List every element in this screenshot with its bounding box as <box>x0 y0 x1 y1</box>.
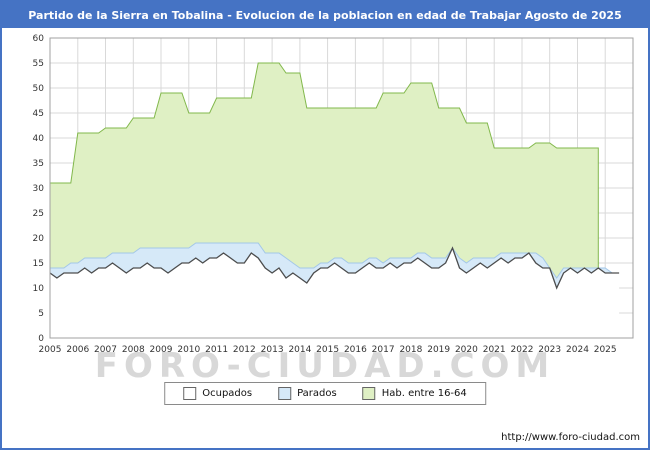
parados-swatch <box>278 387 292 400</box>
population-chart: 0 5 10 15 20 25 30 35 40 45 50 55 60 2005 2006 2007 2008… <box>4 32 648 372</box>
svg-text:45: 45 <box>33 109 44 119</box>
svg-text:2011: 2011 <box>205 345 228 355</box>
svg-text:2012: 2012 <box>233 345 256 355</box>
svg-text:2020: 2020 <box>455 345 478 355</box>
svg-text:2017: 2017 <box>372 345 395 355</box>
svg-text:2019: 2019 <box>427 345 450 355</box>
watermark-text: FORO-CIUDAD.COM <box>94 346 556 386</box>
svg-text:2016: 2016 <box>344 345 367 355</box>
ocupados-swatch <box>183 387 197 400</box>
chart-title: Partido de la Sierra en Tobalina - Evolu… <box>2 2 648 28</box>
svg-text:2023: 2023 <box>538 345 561 355</box>
svg-text:2025: 2025 <box>594 345 617 355</box>
legend-item-hab-16-64: Hab. entre 16-64 <box>362 387 467 400</box>
svg-text:60: 60 <box>33 34 45 44</box>
svg-text:2018: 2018 <box>399 345 422 355</box>
svg-text:55: 55 <box>33 59 44 69</box>
svg-text:2006: 2006 <box>66 345 89 355</box>
legend-item-parados: Parados <box>278 387 337 400</box>
chart-legend: Ocupados Parados Hab. entre 16-64 <box>164 382 486 405</box>
svg-text:15: 15 <box>33 259 44 269</box>
svg-text:20: 20 <box>33 234 45 244</box>
svg-text:25: 25 <box>33 209 44 219</box>
svg-text:2024: 2024 <box>566 345 589 355</box>
svg-text:0: 0 <box>38 334 44 344</box>
svg-text:2008: 2008 <box>122 345 145 355</box>
svg-text:2014: 2014 <box>288 345 311 355</box>
svg-text:35: 35 <box>33 159 44 169</box>
svg-text:2010: 2010 <box>177 345 200 355</box>
svg-text:2022: 2022 <box>511 345 534 355</box>
svg-text:2007: 2007 <box>94 345 117 355</box>
footer-url[interactable]: http://www.foro-ciudad.com <box>501 432 640 443</box>
svg-text:30: 30 <box>33 184 45 194</box>
svg-text:2013: 2013 <box>261 345 284 355</box>
svg-text:5: 5 <box>38 309 44 319</box>
hab-16-64-swatch <box>362 387 376 400</box>
svg-text:2021: 2021 <box>483 345 506 355</box>
legend-label-hab-16-64: Hab. entre 16-64 <box>381 388 467 399</box>
svg-text:40: 40 <box>33 134 45 144</box>
legend-item-ocupados: Ocupados <box>183 387 252 400</box>
legend-label-parados: Parados <box>297 388 337 399</box>
svg-text:2005: 2005 <box>39 345 62 355</box>
svg-text:10: 10 <box>33 284 45 294</box>
svg-text:2009: 2009 <box>150 345 173 355</box>
svg-text:50: 50 <box>33 84 45 94</box>
legend-label-ocupados: Ocupados <box>202 388 253 399</box>
svg-text:2015: 2015 <box>316 345 339 355</box>
